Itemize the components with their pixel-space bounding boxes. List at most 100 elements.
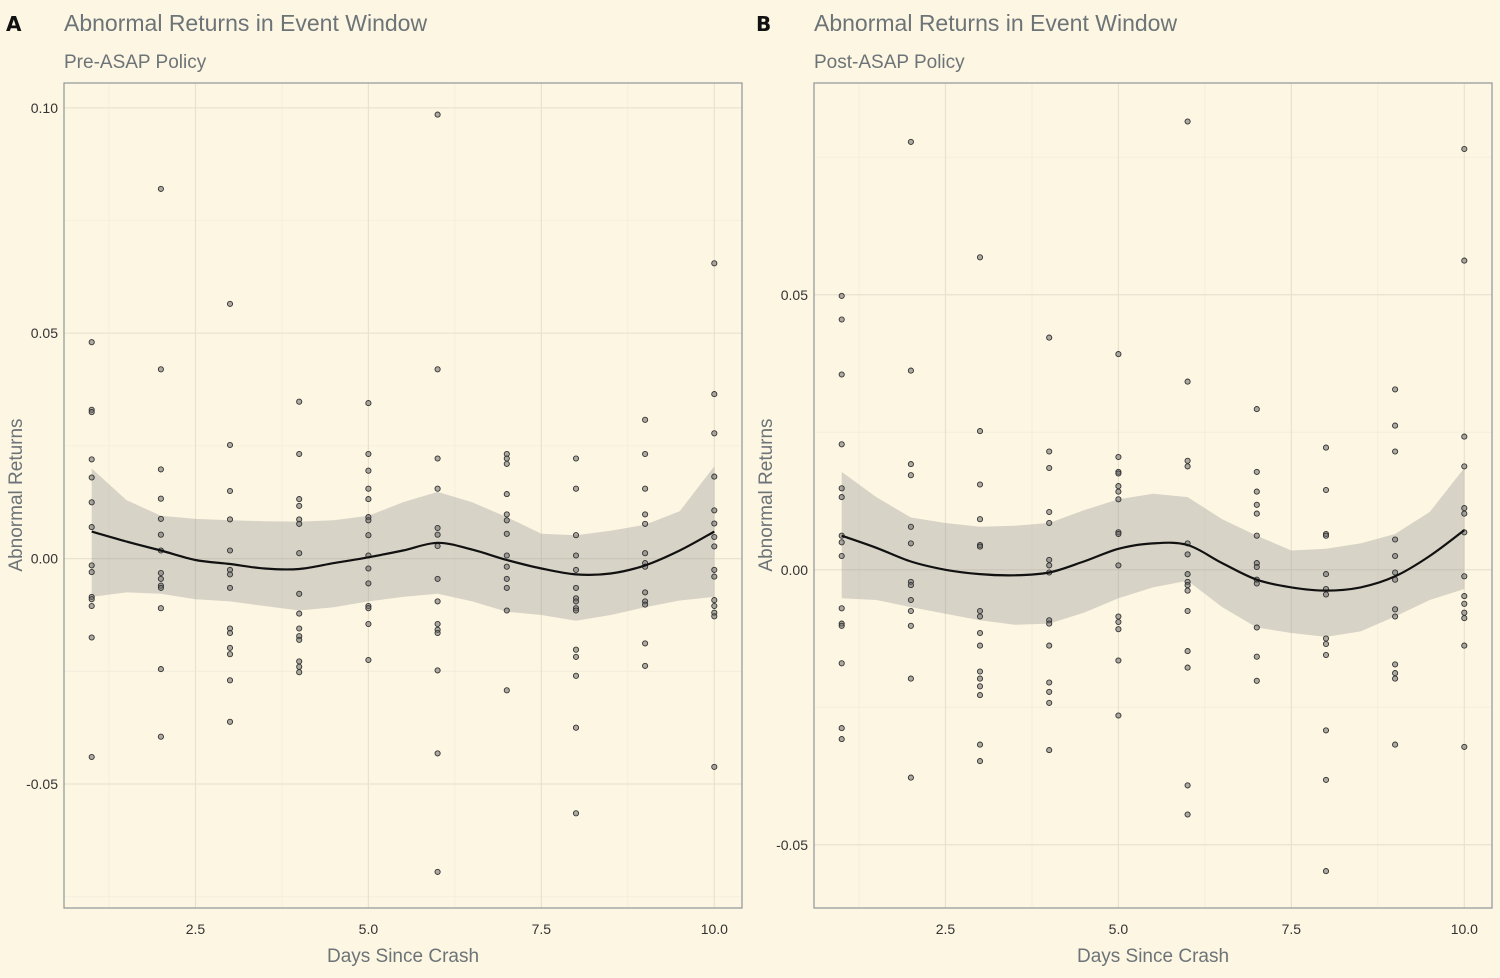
data-point [1046,519,1053,527]
data-point [1253,488,1260,495]
data-point [572,598,580,605]
data-point [1461,593,1468,600]
data-point [365,496,372,503]
data-point [157,733,164,740]
data-point [88,753,95,761]
data-point [907,138,914,145]
data-point [296,658,303,665]
data-point [1115,483,1122,490]
data-point [711,543,718,550]
data-point [1253,677,1260,684]
data-point [365,620,372,628]
data-point [642,416,649,423]
x-tick-label: 5.0 [1109,921,1129,937]
data-point [1115,626,1122,633]
data-point [1461,510,1468,517]
y-tick-label: -0.05 [26,776,58,792]
smooth-trend-line-a [91,530,715,576]
data-point [434,455,441,462]
data-point [296,663,303,670]
data-point [711,507,718,514]
data-point [1253,624,1260,631]
data-point [572,810,580,817]
data-point [838,292,845,299]
data-point [838,371,845,378]
data-point [434,575,441,582]
chart-title-a: Abnormal Returns in Event Window [64,10,427,36]
data-point [503,563,510,570]
data-point [296,636,303,643]
data-point [157,666,164,673]
data-point [572,552,580,559]
data-point [503,607,510,614]
data-point [838,441,845,448]
chart-subtitle-b: Post-ASAP Policy [814,52,965,73]
data-point [88,499,95,506]
data-point [1322,635,1330,642]
data-point [907,523,914,530]
data-point [711,391,718,398]
data-point [838,660,845,667]
data-point [1184,463,1191,470]
data-point [1253,468,1260,475]
data-point [503,511,510,518]
data-point [1115,618,1122,626]
data-point [434,667,441,674]
data-point [365,580,372,587]
data-point [226,516,234,523]
data-point [711,613,718,620]
data-point [226,677,234,684]
data-point [296,590,303,597]
data-point [572,672,580,679]
data-point [434,750,441,757]
data-point [711,260,718,267]
data-point [434,542,441,550]
x-tick-label: 10.0 [1451,921,1478,937]
data-point [434,620,441,628]
panel-tag-a: A [6,12,22,36]
data-point [1184,811,1191,818]
data-point [1046,464,1053,472]
data-point [88,634,95,641]
data-point [1461,642,1468,649]
data-point [572,455,580,462]
y-axis-title-a: Abnormal Returns [6,418,27,571]
data-point [503,491,510,498]
data-point [1461,145,1468,153]
data-point [1392,661,1399,668]
data-point [976,683,984,690]
data-point [503,687,510,694]
data-point [1322,727,1330,734]
data-point [1115,496,1122,503]
data-point [296,610,303,617]
plot-area-b: 2.5 5.0 7.5 10.0 -0.05 0.00 0.05 [776,82,1493,937]
data-point [1046,562,1053,569]
y-axis-title-b: Abnormal Returns [756,418,777,571]
data-point [1322,776,1330,783]
data-point [711,520,718,527]
data-point [434,485,441,492]
data-point [838,539,845,546]
data-point [572,646,580,653]
smooth-trend-line-b [841,529,1465,592]
y-tick-label: 0.10 [31,100,58,116]
data-point [1392,386,1399,393]
data-point [976,758,984,765]
data-point [1253,580,1260,587]
data-point [365,656,372,664]
data-point [1184,664,1191,671]
data-point [1046,556,1053,563]
data-point [711,533,718,541]
data-point [1046,620,1053,627]
data-point [838,725,845,732]
x-tick-label: 2.5 [186,921,206,937]
data-point [1184,648,1191,655]
data-point [226,487,234,495]
data-point [1184,118,1191,125]
data-point [1115,488,1122,495]
data-point [296,625,303,632]
y-tick-label: 0.05 [31,325,58,341]
data-point [642,511,649,518]
x-tick-label: 5.0 [359,921,379,937]
